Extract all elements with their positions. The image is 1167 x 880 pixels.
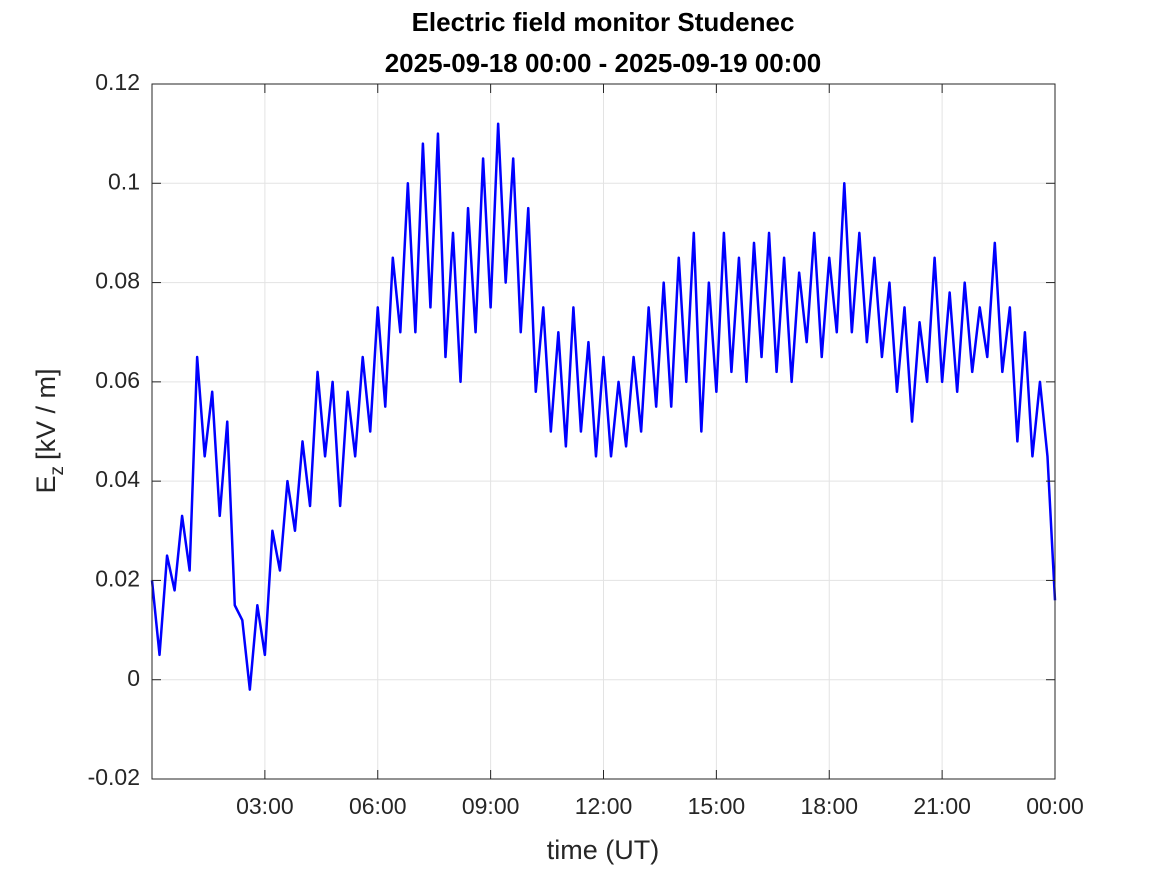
- x-axis-label: time (UT): [547, 835, 659, 865]
- chart-title: Electric field monitor Studenec: [412, 7, 795, 37]
- data-line: [150, 122, 1057, 691]
- y-tick-label: 0.04: [95, 466, 140, 492]
- axes: -0.02 0 0.02 0.04 0.06 0.08 0.1 0.12 03:00 06:00 0…: [88, 69, 1084, 819]
- y-tick-label: 0.08: [95, 268, 140, 294]
- axes-box: [151, 83, 1056, 780]
- x-tick-label: 15:00: [688, 793, 746, 819]
- y-tick-label: 0.06: [95, 367, 140, 393]
- x-tick-label: 21:00: [913, 793, 971, 819]
- x-tick-label: 03:00: [236, 793, 294, 819]
- y-tick-label: 0.02: [95, 566, 140, 592]
- y-tick-label: -0.02: [88, 764, 140, 790]
- y-tick-label: 0.12: [95, 69, 140, 95]
- y-label-main: E: [31, 476, 61, 494]
- x-tick-label: 12:00: [575, 793, 633, 819]
- x-tick-label: 18:00: [800, 793, 858, 819]
- y-tick-label: 0.1: [108, 168, 140, 194]
- x-tick-label: 09:00: [462, 793, 520, 819]
- chart-subtitle: 2025-09-18 00:00 - 2025-09-19 00:00: [385, 48, 822, 78]
- y-axis-label: Ez [kV / m]: [31, 368, 68, 493]
- x-tick-label: 06:00: [349, 793, 407, 819]
- y-tick-label: 0: [127, 665, 140, 691]
- y-label-sub: z: [47, 466, 68, 476]
- x-tick-label: 00:00: [1026, 793, 1084, 819]
- marks: [150, 122, 1057, 691]
- y-label-unit: [kV / m]: [31, 368, 61, 460]
